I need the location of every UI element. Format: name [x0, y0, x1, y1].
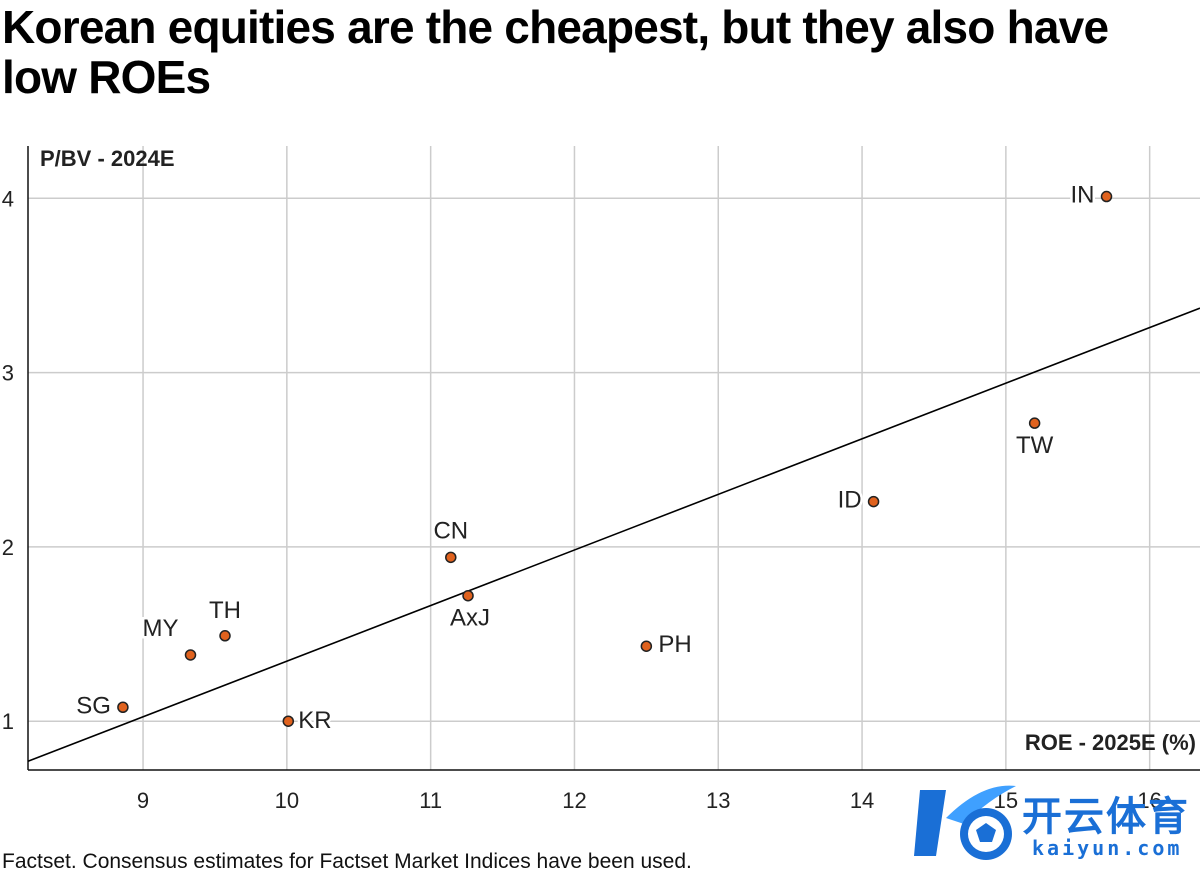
- point-label-th: TH: [209, 597, 241, 624]
- data-point-ph: [640, 640, 653, 652]
- point-label-id: ID: [838, 487, 862, 514]
- point-label-cn: CN: [433, 517, 468, 544]
- point-label-ph: PH: [658, 631, 691, 658]
- data-point-sg: [117, 701, 129, 714]
- watermark-url: kaiyun.com: [1032, 836, 1183, 860]
- x-tick-label: 10: [275, 788, 299, 813]
- point-label-tw: TW: [1016, 432, 1054, 459]
- point-label-axj: AxJ: [450, 605, 490, 632]
- watermark-text: 开云体育: [1022, 794, 1190, 840]
- watermark-logo: 开云体育 kaiyun.com: [912, 778, 1192, 868]
- y-tick-label: 2: [2, 535, 14, 560]
- chart-title: Korean equities are the cheapest, but th…: [2, 1, 1109, 103]
- y-tick-label: 1: [2, 709, 14, 734]
- data-point-id: [867, 495, 880, 508]
- point-label-sg: SG: [76, 692, 111, 719]
- data-point-th: [219, 630, 231, 642]
- y-tick-label: 4: [2, 186, 14, 211]
- x-tick-label: 11: [419, 788, 442, 813]
- data-point-axj: [462, 589, 474, 602]
- trend-line: [27, 307, 1200, 763]
- kaiyun-logo-icon: [914, 785, 1016, 860]
- point-label-in: IN: [1071, 182, 1095, 209]
- point-label-kr: KR: [298, 707, 331, 734]
- x-tick-label: 9: [137, 788, 149, 813]
- data-point-in: [1100, 190, 1113, 203]
- source-note: Factset. Consensus estimates for Factset…: [2, 850, 692, 873]
- point-label-my: MY: [142, 615, 178, 642]
- data-point-tw: [1028, 417, 1041, 429]
- data-point-cn: [445, 551, 457, 564]
- y-axis-title: P/BV - 2024E: [40, 146, 175, 171]
- x-tick-label: 13: [706, 788, 730, 813]
- x-tick-label: 16: [1137, 788, 1161, 813]
- x-tick-label: 12: [562, 788, 586, 813]
- data-point-my: [184, 649, 197, 661]
- data-point-kr: [282, 715, 295, 727]
- x-axis-title: ROE - 2025E (%): [1025, 730, 1196, 755]
- x-tick-label: 14: [850, 788, 874, 813]
- y-tick-label: 3: [2, 361, 14, 386]
